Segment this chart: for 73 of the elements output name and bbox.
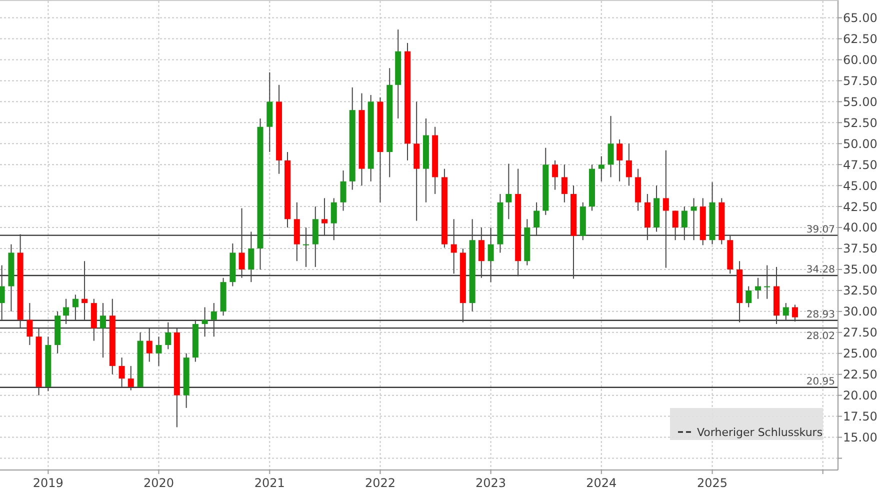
candlestick bbox=[165, 322, 172, 350]
x-tick-label: 2021 bbox=[254, 476, 285, 490]
candlestick bbox=[681, 206, 688, 241]
candlestick bbox=[626, 143, 632, 186]
candlestick bbox=[755, 277, 762, 300]
candlestick bbox=[782, 302, 789, 320]
x-tick-label: 2023 bbox=[476, 476, 506, 490]
candlestick bbox=[598, 156, 604, 182]
y-tick-label: 62.50 bbox=[843, 32, 878, 46]
x-tick-label: 2019 bbox=[32, 476, 64, 490]
candlestick bbox=[321, 198, 328, 236]
y-tick-label: 17.50 bbox=[843, 410, 878, 424]
candlestick bbox=[764, 264, 770, 300]
y-tick-label: 37.50 bbox=[843, 242, 878, 256]
y-tick-label: 27.50 bbox=[843, 326, 878, 340]
candlestick bbox=[534, 202, 540, 236]
x-tick-label: 2024 bbox=[586, 476, 617, 490]
candlestick bbox=[156, 336, 162, 366]
candlestick bbox=[616, 138, 623, 182]
y-tick-label: 60.00 bbox=[843, 52, 878, 67]
y-tick-label: 20.00 bbox=[843, 388, 878, 403]
y-tick-label: 22.50 bbox=[843, 368, 878, 382]
candlestick bbox=[118, 357, 125, 388]
candlestick bbox=[561, 164, 568, 203]
candlestick bbox=[506, 163, 512, 220]
candlestick bbox=[552, 160, 558, 190]
candlestick bbox=[63, 298, 70, 325]
y-tick-label: 55.00 bbox=[843, 94, 878, 109]
x-tick-label: 2022 bbox=[364, 476, 396, 490]
y-tick-label: 25.00 bbox=[843, 346, 878, 361]
candlestick bbox=[146, 328, 152, 362]
ref-line-label: 28.93 bbox=[806, 309, 835, 320]
candlestick bbox=[82, 260, 88, 320]
y-tick-label: 45.00 bbox=[843, 178, 878, 193]
y-tick-label: 42.50 bbox=[843, 200, 878, 214]
candlestick bbox=[340, 170, 346, 212]
candlestick bbox=[302, 227, 309, 268]
x-tick-label: 2020 bbox=[143, 476, 174, 490]
candlestick bbox=[662, 150, 669, 268]
candlestick bbox=[792, 304, 798, 322]
y-tick-label: 15.00 bbox=[843, 430, 878, 444]
y-tick-label: 35.00 bbox=[843, 262, 878, 277]
candlestick bbox=[608, 115, 614, 178]
y-tick-label: 47.50 bbox=[843, 158, 878, 172]
ref-line-label: 20.95 bbox=[806, 376, 835, 388]
y-tick-label: 40.00 bbox=[843, 220, 878, 235]
y-tick-label: 52.50 bbox=[843, 116, 878, 130]
candlestick bbox=[690, 198, 697, 241]
candlestick bbox=[248, 231, 254, 283]
y-tick-label: 65.00 bbox=[843, 10, 878, 25]
ref-line-label: 39.07 bbox=[806, 224, 835, 236]
y-tick-label: 57.50 bbox=[843, 74, 878, 88]
candlestick bbox=[26, 302, 33, 346]
candlestick bbox=[450, 218, 457, 274]
candlestick bbox=[210, 302, 217, 338]
candlestick bbox=[746, 286, 752, 308]
y-tick-label: 50.00 bbox=[843, 136, 878, 151]
candlestick bbox=[488, 227, 494, 283]
candlestick bbox=[202, 306, 208, 338]
candlestick bbox=[100, 302, 106, 358]
candlestick bbox=[0, 264, 5, 320]
x-tick-label: 2025 bbox=[696, 476, 728, 490]
candlestick bbox=[672, 210, 678, 241]
candlestick bbox=[478, 227, 484, 278]
ref-line-label: 34.28 bbox=[806, 264, 835, 276]
candlestick bbox=[128, 365, 134, 391]
y-tick-label: 30.00 bbox=[843, 304, 878, 319]
annotation: Vorheriger Schlusskurs bbox=[697, 426, 823, 439]
candlestick bbox=[238, 208, 245, 278]
ref-line-label: 28.02 bbox=[806, 331, 835, 342]
candlestick bbox=[72, 294, 78, 320]
candlestick bbox=[330, 198, 337, 241]
y-tick-label: 32.50 bbox=[843, 284, 878, 298]
